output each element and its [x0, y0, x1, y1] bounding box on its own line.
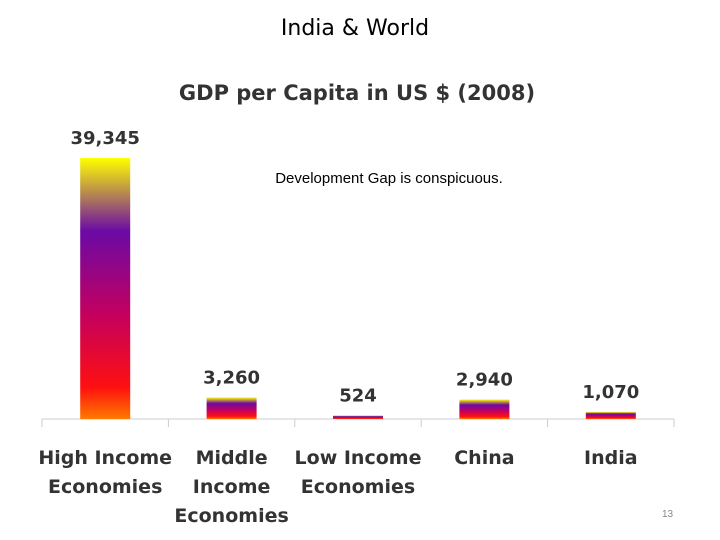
data-label-4: 1,070	[582, 382, 639, 403]
category-label-3-0: China	[454, 447, 514, 469]
bar-4	[585, 411, 636, 419]
chart-annotation: Development Gap is conspicuous.	[275, 170, 503, 187]
data-label-2: 524	[339, 386, 377, 407]
bar-3	[459, 399, 510, 419]
category-label-0-1: Economies	[48, 476, 162, 498]
category-label-1-2: Economies	[174, 505, 288, 527]
bar-1	[206, 397, 257, 419]
slide-title: India & World	[280, 16, 430, 41]
chart-title: GDP per Capita in US $ (2008)	[179, 81, 535, 105]
category-label-1-0: Middle	[196, 447, 268, 469]
data-label-1: 3,260	[203, 367, 260, 388]
data-label-3: 2,940	[456, 369, 513, 390]
category-label-2-0: Low Income	[295, 447, 422, 469]
category-label-0-0: High Income	[38, 447, 172, 469]
category-label-4-0: India	[584, 447, 638, 469]
bar-0	[80, 158, 131, 419]
bar-2	[333, 415, 383, 419]
category-label-2-1: Economies	[301, 476, 415, 498]
category-label-1-1: Income	[193, 476, 271, 498]
data-label-0: 39,345	[70, 128, 139, 149]
slide-number: 13	[662, 509, 674, 520]
